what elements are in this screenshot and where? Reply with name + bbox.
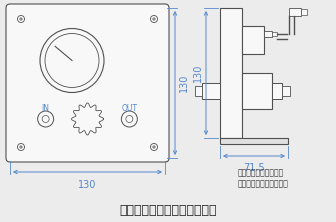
Text: 簡易流調ユニット外観寸法図: 簡易流調ユニット外観寸法図: [119, 204, 217, 216]
Circle shape: [151, 16, 158, 22]
Circle shape: [17, 16, 25, 22]
Text: 取り付ける事もできます: 取り付ける事もできます: [238, 179, 289, 188]
Bar: [220, 8, 242, 138]
Bar: [289, 8, 301, 16]
Circle shape: [20, 18, 22, 20]
Bar: [272, 83, 282, 99]
Circle shape: [153, 18, 155, 20]
Bar: [242, 26, 264, 54]
Bar: [195, 86, 202, 96]
Circle shape: [40, 28, 104, 93]
Circle shape: [17, 143, 25, 151]
Circle shape: [121, 111, 137, 127]
Text: OUT: OUT: [121, 103, 137, 113]
Text: 130: 130: [179, 74, 189, 92]
Bar: [282, 86, 290, 96]
Bar: [272, 32, 277, 36]
Bar: [264, 31, 272, 37]
Text: 130: 130: [193, 64, 203, 82]
Bar: [202, 83, 220, 99]
Bar: [301, 9, 307, 15]
Bar: [220, 138, 288, 144]
Circle shape: [126, 115, 133, 123]
Bar: [242, 73, 272, 109]
Circle shape: [45, 34, 99, 87]
Text: 取付パネルは、側面に: 取付パネルは、側面に: [238, 168, 284, 177]
Polygon shape: [72, 103, 103, 135]
Circle shape: [151, 143, 158, 151]
FancyBboxPatch shape: [6, 4, 169, 162]
Circle shape: [42, 115, 49, 123]
Circle shape: [153, 146, 155, 148]
Text: IN: IN: [42, 103, 50, 113]
Circle shape: [38, 111, 54, 127]
Circle shape: [20, 146, 22, 148]
Text: 130: 130: [78, 180, 97, 190]
Text: 71.5: 71.5: [243, 163, 265, 173]
